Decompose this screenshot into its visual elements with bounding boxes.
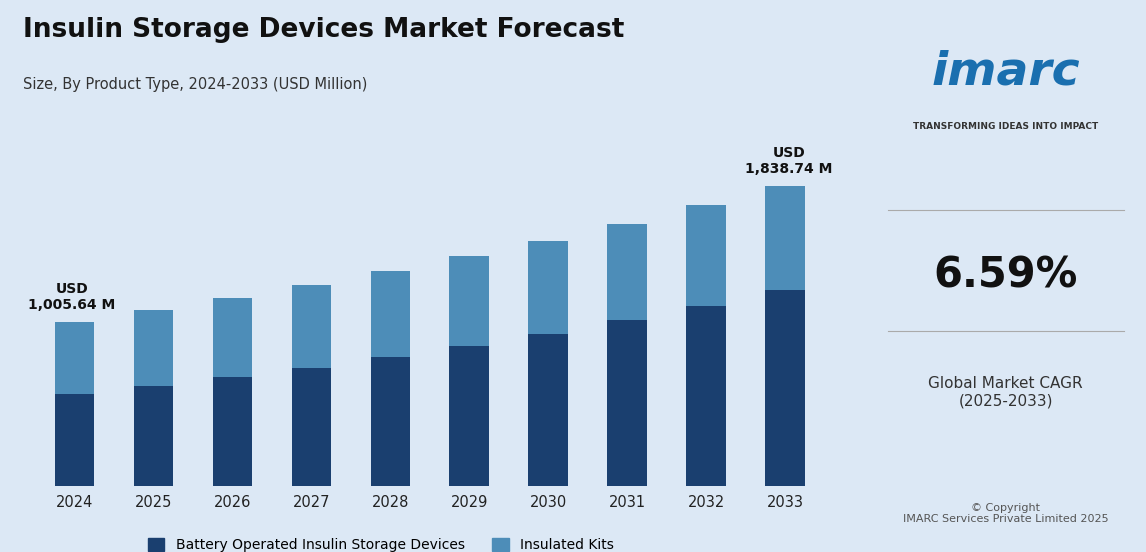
Bar xyxy=(766,290,804,486)
Bar xyxy=(134,386,173,486)
Text: imarc: imarc xyxy=(932,49,1080,94)
Bar xyxy=(607,224,647,320)
Bar xyxy=(370,271,410,357)
Bar xyxy=(291,368,331,486)
Text: Global Market CAGR
(2025-2033): Global Market CAGR (2025-2033) xyxy=(928,376,1083,408)
Text: USD
1,005.64 M: USD 1,005.64 M xyxy=(29,282,116,312)
Text: Size, By Product Type, 2024-2033 (USD Million): Size, By Product Type, 2024-2033 (USD Mi… xyxy=(23,77,368,92)
Legend: Battery Operated Insulin Storage Devices, Insulated Kits: Battery Operated Insulin Storage Devices… xyxy=(142,533,620,552)
Bar xyxy=(212,298,252,378)
Bar xyxy=(528,333,568,486)
Bar xyxy=(370,357,410,486)
Bar xyxy=(686,306,725,486)
Bar xyxy=(55,322,94,395)
Bar xyxy=(212,378,252,486)
Bar xyxy=(686,205,725,306)
Bar xyxy=(55,395,94,486)
Text: USD
1,838.74 M: USD 1,838.74 M xyxy=(746,146,833,176)
Text: © Copyright
IMARC Services Private Limited 2025: © Copyright IMARC Services Private Limit… xyxy=(903,502,1108,524)
Text: Insulin Storage Devices Market Forecast: Insulin Storage Devices Market Forecast xyxy=(23,17,625,43)
Text: 6.59%: 6.59% xyxy=(934,255,1077,297)
Text: TRANSFORMING IDEAS INTO IMPACT: TRANSFORMING IDEAS INTO IMPACT xyxy=(913,123,1098,131)
Bar xyxy=(449,257,489,346)
Bar xyxy=(528,241,568,333)
Bar xyxy=(607,320,647,486)
Bar xyxy=(291,285,331,368)
Bar xyxy=(766,186,804,290)
Bar xyxy=(449,346,489,486)
Bar xyxy=(134,310,173,386)
